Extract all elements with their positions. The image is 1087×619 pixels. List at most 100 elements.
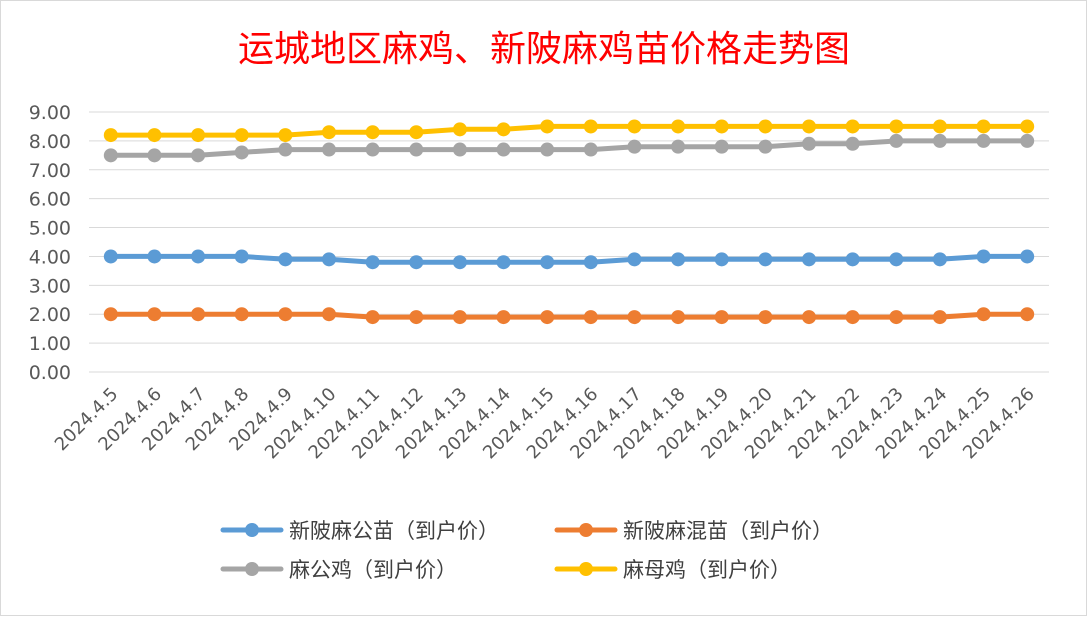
data-point	[714, 119, 729, 134]
legend-swatch-marker	[579, 523, 593, 537]
data-point	[365, 255, 380, 270]
data-point	[147, 128, 162, 143]
legend-item: 新陂麻混苗（到户价）	[554, 519, 833, 543]
data-point	[627, 139, 642, 154]
data-point	[496, 310, 511, 325]
data-point	[714, 252, 729, 267]
data-point	[583, 310, 598, 325]
data-point	[103, 249, 118, 264]
data-point	[976, 249, 991, 264]
series-line	[108, 138, 1030, 158]
data-point	[540, 119, 555, 134]
data-point	[191, 128, 206, 143]
data-point	[976, 307, 991, 322]
data-point	[802, 136, 816, 151]
data-point	[322, 307, 336, 322]
series-3	[103, 133, 1035, 163]
data-point	[802, 252, 816, 267]
data-point	[583, 119, 598, 134]
data-point	[932, 252, 947, 267]
data-point	[889, 133, 904, 148]
data-point	[714, 139, 729, 154]
data-point	[147, 148, 162, 163]
data-point	[452, 122, 467, 137]
data-point	[234, 145, 249, 160]
data-point	[234, 128, 249, 143]
data-point	[758, 119, 773, 134]
data-point	[234, 307, 249, 322]
series-line	[108, 311, 1030, 320]
legend-item: 麻母鸡（到户价）	[554, 558, 791, 582]
data-point	[802, 310, 816, 325]
y-tick-label: 2.00	[29, 304, 71, 326]
data-point	[976, 119, 991, 134]
series-1	[103, 249, 1035, 270]
data-point	[409, 310, 424, 325]
legend-label: 新陂麻公苗（到户价）	[289, 519, 499, 543]
data-point	[583, 142, 598, 157]
data-point	[671, 310, 686, 325]
legend: 新陂麻公苗（到户价） 新陂麻混苗（到户价） 麻公鸡（到户价） 麻母鸡（到户价）	[220, 519, 833, 582]
series-lines	[103, 119, 1035, 325]
data-point	[191, 148, 206, 163]
data-point	[147, 307, 162, 322]
data-point	[845, 136, 860, 151]
data-point	[845, 252, 860, 267]
data-point	[365, 125, 380, 140]
series-2	[103, 307, 1035, 325]
data-point	[671, 252, 686, 267]
y-tick-label: 7.00	[29, 160, 71, 182]
data-point	[278, 252, 293, 267]
legend-swatch-marker	[579, 562, 593, 576]
data-point	[103, 128, 118, 143]
data-point	[583, 255, 598, 270]
data-point	[932, 133, 947, 148]
legend-swatch-marker	[245, 523, 259, 537]
data-point	[714, 310, 729, 325]
data-point	[409, 255, 424, 270]
data-point	[147, 249, 162, 264]
data-point	[976, 133, 991, 148]
data-point	[322, 142, 336, 157]
data-point	[191, 249, 206, 264]
legend-label: 新陂麻混苗（到户价）	[623, 519, 833, 543]
data-point	[758, 310, 773, 325]
data-point	[932, 119, 947, 134]
data-point	[409, 142, 424, 157]
data-point	[845, 119, 860, 134]
y-tick-label: 3.00	[29, 275, 71, 297]
series-line	[108, 253, 1030, 265]
data-point	[1020, 119, 1035, 134]
data-point	[627, 252, 642, 267]
data-point	[103, 148, 118, 163]
data-point	[889, 252, 904, 267]
data-point	[496, 142, 511, 157]
legend-item: 麻公鸡（到户价）	[220, 558, 457, 582]
data-point	[845, 310, 860, 325]
data-point	[932, 310, 947, 325]
data-point	[452, 255, 467, 270]
legend-label: 麻母鸡（到户价）	[623, 558, 791, 582]
legend-item: 新陂麻公苗（到户价）	[220, 519, 499, 543]
data-point	[322, 252, 336, 267]
y-tick-label: 1.00	[29, 333, 71, 355]
data-point	[540, 310, 555, 325]
y-tick-label: 4.00	[29, 246, 71, 268]
data-point	[452, 310, 467, 325]
data-point	[103, 307, 118, 322]
data-point	[278, 128, 293, 143]
data-point	[278, 307, 293, 322]
y-tick-label: 8.00	[29, 131, 71, 153]
data-point	[322, 125, 336, 140]
data-point	[365, 142, 380, 157]
data-point	[278, 142, 293, 157]
data-point	[540, 142, 555, 157]
data-point	[758, 139, 773, 154]
series-4	[103, 119, 1035, 143]
y-tick-label: 6.00	[29, 189, 71, 211]
data-point	[627, 310, 642, 325]
legend-label: 麻公鸡（到户价）	[289, 558, 457, 582]
legend-swatch-marker	[245, 562, 259, 576]
